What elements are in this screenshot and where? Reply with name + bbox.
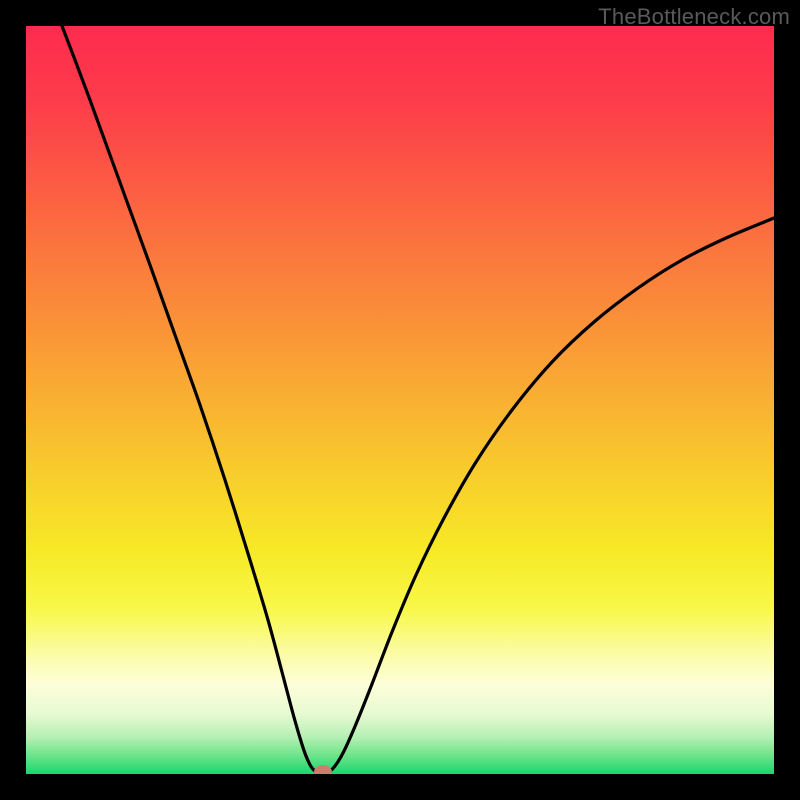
watermark-text: TheBottleneck.com (598, 4, 790, 30)
plot-background (26, 26, 774, 774)
chart-svg (0, 0, 800, 800)
bottleneck-chart: TheBottleneck.com (0, 0, 800, 800)
